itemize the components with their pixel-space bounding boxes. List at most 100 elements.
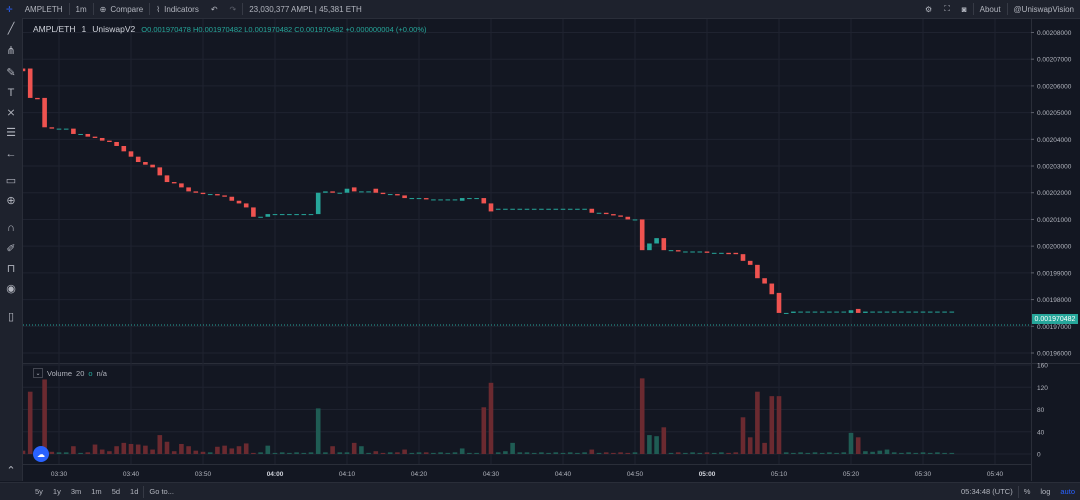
price-chart[interactable]: 0.00208000 0.00207000 0.00206000 0.00205000…: [23, 19, 1080, 481]
volume-bar: [380, 452, 386, 454]
compare-button[interactable]: ⊕ Compare: [94, 0, 150, 18]
volume-bar: [236, 446, 242, 454]
volume-bar: [819, 452, 825, 454]
divider: [1006, 3, 1008, 15]
candle: [56, 128, 62, 130]
chevron-up-icon[interactable]: ⌃: [6, 465, 16, 477]
candle: [135, 156, 141, 163]
volume-bar: [186, 446, 191, 454]
brush-icon[interactable]: ✎: [6, 67, 16, 79]
price-tick-label: 0.00197000: [1037, 324, 1072, 331]
price-tick-label: 0.00208000: [1037, 30, 1072, 37]
trend-line-icon[interactable]: ╱: [7, 23, 15, 35]
candle: [942, 311, 947, 313]
range-5d[interactable]: 5d: [111, 487, 121, 496]
volume-bar: [42, 379, 47, 454]
volume-bar: [848, 432, 854, 454]
volume-bar: [351, 442, 357, 454]
divider: [68, 3, 70, 15]
camera-icon: ◙: [961, 4, 967, 14]
volume-bar: [143, 445, 148, 454]
candle: [582, 208, 587, 210]
range-5y[interactable]: 5y: [35, 487, 43, 496]
crosshair-icon[interactable]: ✛: [6, 4, 13, 14]
candle: [654, 238, 659, 244]
plus-circle-icon: ⊕: [99, 4, 107, 14]
volume-bar: [906, 452, 911, 454]
auto-toggle[interactable]: auto: [1060, 487, 1075, 496]
bottom-toolbar: 5y 1y 3m 1m 5d 1d Go to... 05:34:48 (UTC…: [0, 482, 1080, 500]
volume-bar: [776, 396, 782, 454]
time-tick-label: 04:50: [627, 471, 644, 478]
snapshot-button[interactable]: ◙: [956, 0, 973, 18]
lock-drawing-icon[interactable]: ✐: [6, 243, 16, 255]
candle: [726, 252, 731, 255]
utc-clock[interactable]: 05:34:48 (UTC): [961, 487, 1013, 496]
eye-icon[interactable]: ◉: [6, 283, 16, 295]
volume-bar: [625, 452, 631, 454]
candle: [92, 136, 98, 138]
candle: [344, 188, 350, 193]
redo-button[interactable]: ↷: [224, 0, 243, 18]
candle: [351, 187, 357, 192]
candle: [337, 192, 343, 194]
text-icon[interactable]: T: [7, 87, 15, 99]
magnet-icon[interactable]: ∩: [7, 222, 15, 234]
candle: [279, 214, 285, 216]
range-1y[interactable]: 1y: [52, 487, 61, 496]
candle: [618, 215, 623, 217]
candle: [827, 311, 832, 313]
volume-bar: [207, 452, 213, 454]
goto-button[interactable]: Go to...: [149, 487, 174, 496]
volume-bar: [128, 443, 134, 454]
fullscreen-button[interactable]: ⛶: [938, 0, 956, 18]
volume-bar: [387, 452, 393, 454]
volume-bar: [431, 452, 436, 454]
back-arrow-icon[interactable]: ←: [5, 148, 17, 160]
log-toggle[interactable]: log: [1040, 487, 1051, 496]
time-tick-label: 03:50: [195, 471, 212, 478]
collapse-chevron-icon[interactable]: ⌄: [33, 368, 43, 378]
indicators-button[interactable]: ⌇ Indicators: [150, 0, 205, 18]
volume-bar: [402, 449, 407, 454]
candle: [395, 194, 400, 196]
range-1d[interactable]: 1d: [130, 487, 139, 496]
candle: [668, 250, 674, 252]
volume-bar: [243, 443, 249, 454]
time-tick-label: 04:30: [483, 471, 500, 478]
volume-bar: [56, 452, 62, 454]
prediction-icon[interactable]: ☰: [6, 127, 16, 139]
about-link[interactable]: About: [979, 4, 1001, 14]
account-link[interactable]: @UniswapVision: [1013, 4, 1074, 14]
interval-button[interactable]: 1m: [70, 0, 93, 18]
time-tick-label: 03:30: [51, 471, 68, 478]
candle: [164, 175, 170, 183]
volume-bar: [85, 452, 91, 454]
settings-button[interactable]: ⚙: [919, 0, 938, 18]
range-3m[interactable]: 3m: [70, 487, 82, 496]
volume-bar: [675, 452, 681, 454]
trash-icon[interactable]: ▯: [7, 311, 15, 323]
percent-toggle[interactable]: %: [1023, 487, 1031, 496]
volume-bar: [467, 452, 472, 454]
price-tick-label: 0.00196000: [1037, 350, 1072, 357]
symbol-search[interactable]: AMPLETH: [19, 0, 69, 18]
zoom-in-icon[interactable]: ⊕: [6, 195, 16, 207]
pattern-icon[interactable]: ⨯: [6, 107, 16, 119]
candle: [495, 208, 501, 210]
pitchfork-icon[interactable]: ⋔: [6, 45, 16, 57]
volume-bar: [603, 452, 609, 454]
ruler-icon[interactable]: ▭: [5, 175, 17, 187]
candle: [409, 198, 415, 200]
lock-icon[interactable]: ⊓: [6, 263, 16, 275]
volume-bar: [63, 452, 69, 454]
candle: [35, 97, 40, 100]
undo-button[interactable]: ↶: [205, 0, 224, 18]
candle: [783, 312, 789, 314]
cloud-logo-icon[interactable]: ☁: [33, 446, 49, 462]
range-1m[interactable]: 1m: [91, 487, 102, 496]
volume-bar: [791, 452, 796, 454]
candle: [99, 137, 105, 141]
volume-bar: [452, 452, 458, 454]
candle: [553, 208, 559, 210]
